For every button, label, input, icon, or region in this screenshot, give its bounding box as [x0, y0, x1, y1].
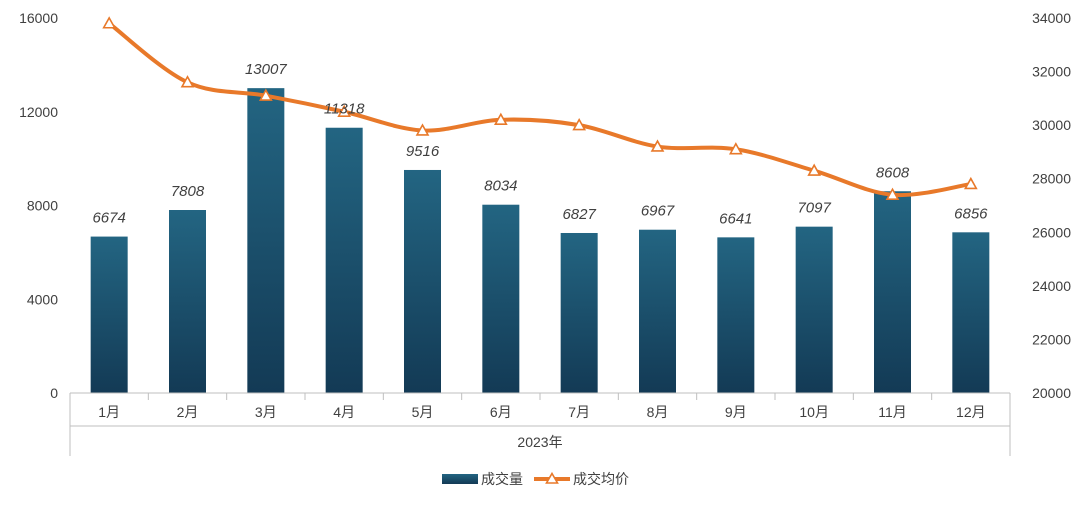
avg-price-marker-5月: [415, 123, 430, 136]
bar-value-label: 8608: [876, 164, 910, 181]
bar-value-label: 13007: [245, 61, 287, 78]
bar-5月: [404, 169, 441, 393]
bar-7月: [560, 232, 598, 393]
category-label: 3月: [255, 404, 277, 420]
bar-value-label: 6641: [719, 210, 752, 227]
category-label: 6月: [490, 404, 512, 420]
bar-11月: [874, 191, 911, 393]
category-label: 5月: [412, 404, 434, 420]
legend-swatch-bar: [442, 474, 478, 484]
category-label: 4月: [333, 404, 355, 420]
legend-label-volume: 成交量: [481, 471, 523, 487]
right-tick-label: 22000: [1032, 331, 1071, 347]
bar-value-label: 9516: [406, 143, 440, 160]
avg-price-marker-4月: [337, 104, 352, 117]
category-label: 2月: [177, 404, 199, 420]
bar-1月: [90, 236, 128, 393]
left-axis: 0 4000 8000 12000 16000: [19, 10, 58, 401]
avg-price-marker-11月: [885, 187, 900, 200]
bar-value-label: 6674: [92, 210, 125, 227]
avg-price-line: [107, 21, 972, 198]
avg-price-marker-8月: [650, 139, 665, 152]
bar-value-label: 11318: [324, 101, 365, 118]
avg-price-marker-6月: [493, 112, 508, 125]
bar-10月: [795, 226, 833, 393]
category-label: 9月: [725, 404, 747, 420]
right-tick-label: 24000: [1032, 278, 1071, 294]
bar-value-label: 6967: [641, 203, 675, 220]
avg-price-marker-1月: [102, 16, 117, 29]
bar-value-label: 6856: [954, 205, 988, 222]
bar-3月: [247, 88, 285, 393]
legend: 成交量 成交均价: [442, 471, 629, 487]
right-tick-label: 34000: [1032, 10, 1071, 26]
bar-value-label: 6827: [562, 206, 596, 223]
right-tick-label: 32000: [1032, 64, 1071, 80]
bar-value-label: 8034: [484, 178, 517, 195]
left-tick-label: 0: [50, 385, 58, 401]
line-series: [102, 16, 978, 200]
avg-price-marker-3月: [258, 88, 273, 101]
group-label: 2023年: [517, 434, 562, 450]
legend-label-avg-price: 成交均价: [573, 471, 629, 487]
avg-price-marker-9月: [728, 142, 743, 155]
right-tick-label: 26000: [1032, 224, 1071, 240]
category-axis: 1月 2月 3月 4月 5月 6月 7月 8月 9月 10月 11月 12月 2023年: [69, 392, 1011, 456]
data-labels: 6674 7808 13007 11318 9516 8034 6827 6967 6641 70…: [92, 61, 988, 227]
left-tick-label: 8000: [27, 198, 58, 214]
bar-4月: [325, 127, 363, 393]
bar-12月: [952, 232, 990, 393]
right-tick-label: 28000: [1032, 171, 1071, 187]
left-tick-label: 4000: [27, 291, 58, 307]
avg-price-marker-7月: [572, 117, 587, 131]
bar-2月: [169, 210, 206, 393]
bar-8月: [639, 229, 676, 393]
left-tick-label: 16000: [19, 10, 58, 26]
right-tick-label: 20000: [1032, 385, 1071, 401]
category-label: 10月: [799, 404, 829, 420]
legend-marker-triangle: [545, 471, 559, 484]
bar-9月: [717, 237, 755, 393]
category-label: 7月: [568, 404, 590, 420]
bar-value-label: 7097: [797, 200, 831, 217]
right-axis: 20000 22000 24000 26000 28000 30000 32000 34000: [1032, 10, 1071, 401]
avg-price-marker-10月: [807, 163, 822, 176]
category-label: 8月: [647, 404, 669, 420]
bar-6月: [482, 204, 520, 393]
category-label: 11月: [878, 404, 907, 420]
left-tick-label: 12000: [19, 104, 58, 120]
category-label: 1月: [98, 404, 120, 420]
category-label: 12月: [956, 404, 986, 420]
avg-price-marker-12月: [963, 176, 978, 190]
bar-series: [90, 88, 990, 393]
avg-price-marker-2月: [180, 75, 195, 88]
right-tick-label: 30000: [1032, 117, 1071, 133]
bar-value-label: 7808: [171, 183, 205, 200]
